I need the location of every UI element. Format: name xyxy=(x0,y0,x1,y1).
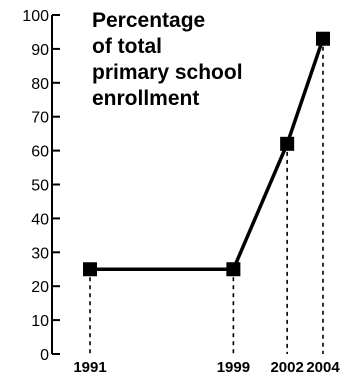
y-tick-label: 60 xyxy=(31,144,49,161)
series-line xyxy=(90,38,325,271)
drop-lines xyxy=(89,38,324,354)
chart-title: Percentage of total primary school enrol… xyxy=(92,9,243,110)
data-point-marker xyxy=(83,262,97,277)
series-layer xyxy=(83,31,330,277)
y-tick-label: 50 xyxy=(31,178,49,195)
y-tick-label: 100 xyxy=(22,8,49,25)
x-tick-label: 1991 xyxy=(73,359,106,376)
y-tick-label: 10 xyxy=(31,313,49,330)
y-tick-label: 30 xyxy=(31,245,49,262)
data-point-marker xyxy=(316,31,330,46)
x-axis-labels: 1991 1999 2002 2004 xyxy=(73,359,340,376)
data-point-marker xyxy=(226,262,241,277)
y-tick-label: 70 xyxy=(31,110,49,127)
y-tick-label: 0 xyxy=(40,347,49,364)
title-line-2: of total xyxy=(92,35,162,58)
y-tick-label: 80 xyxy=(31,76,49,93)
y-tick-label: 20 xyxy=(31,279,49,296)
y-axis: 0 10 20 30 40 50 60 70 80 90 100 xyxy=(22,8,60,364)
title-line-3: primary school xyxy=(92,61,243,84)
y-tick-label: 40 xyxy=(31,211,49,228)
title-line-4: enrollment xyxy=(92,87,199,110)
x-tick-label: 2004 xyxy=(306,359,340,376)
title-line-1: Percentage xyxy=(92,9,205,32)
data-point-marker xyxy=(280,136,295,151)
y-tick-label: 90 xyxy=(31,42,49,59)
x-tick-label: 2002 xyxy=(270,359,303,376)
x-tick-label: 1999 xyxy=(217,359,250,376)
